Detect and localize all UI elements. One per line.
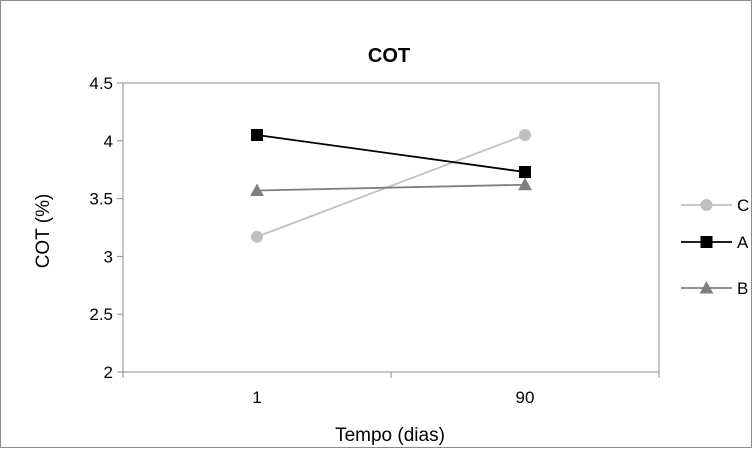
y-tick-label: 2.5 xyxy=(89,305,113,324)
legend-b-label: B xyxy=(737,279,748,298)
series-c-line xyxy=(256,134,526,238)
legend-a-label: A xyxy=(737,233,749,252)
x-axis-title: Tempo (dias) xyxy=(335,425,445,446)
series-b-point xyxy=(250,183,264,197)
y-tick-label: 2 xyxy=(104,363,113,382)
chart-title: COT xyxy=(368,45,410,67)
series-a-point xyxy=(519,166,531,179)
x-tick-label: 90 xyxy=(516,388,535,407)
plot-area xyxy=(122,82,660,373)
y-tick-label: 4.5 xyxy=(89,74,113,93)
series-a-line xyxy=(256,134,526,173)
legend-c-marker xyxy=(700,199,713,211)
y-axis-title: COT (%) xyxy=(33,194,54,269)
y-tick-label: 3 xyxy=(104,247,113,266)
y-tick-label: 4 xyxy=(104,132,113,151)
y-tick-label: 3.5 xyxy=(89,190,113,209)
series-b-point xyxy=(518,177,532,191)
legend-b-marker xyxy=(699,280,714,294)
series-a-point xyxy=(251,129,263,142)
x-tick-label: 1 xyxy=(252,388,261,407)
series-b-line xyxy=(256,183,526,192)
series-c-point xyxy=(519,129,531,142)
series-c-point xyxy=(251,230,263,243)
legend-c-label: C xyxy=(737,196,749,215)
legend-a-marker xyxy=(700,236,713,248)
